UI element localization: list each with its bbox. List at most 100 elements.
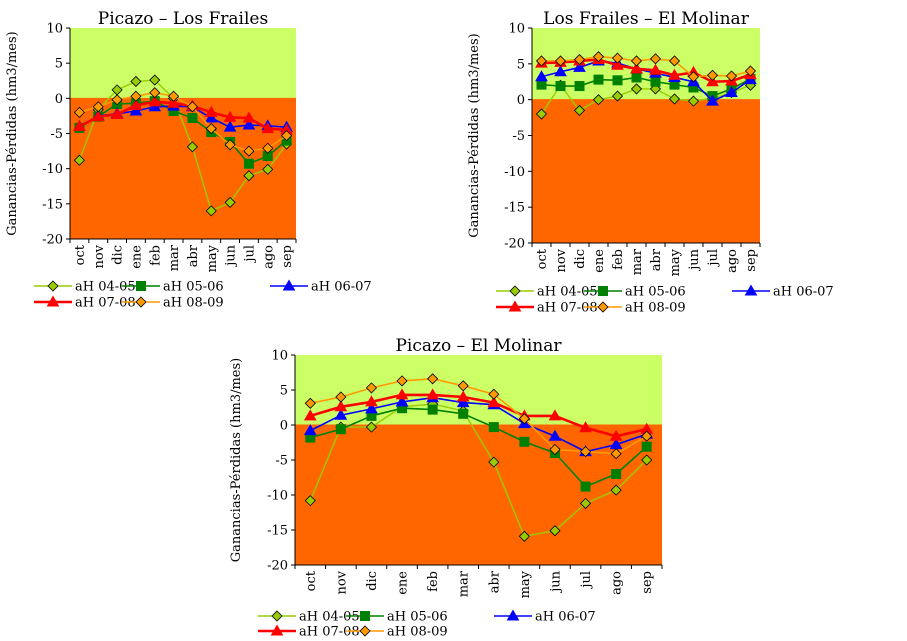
y-tick-label: 0 — [517, 93, 525, 108]
data-point — [706, 94, 719, 106]
data-point — [365, 402, 378, 414]
data-point — [426, 388, 439, 400]
data-point — [204, 111, 218, 123]
data-point — [488, 388, 500, 400]
data-point — [649, 53, 662, 65]
y-tick-label: 0 — [280, 419, 288, 434]
data-point — [149, 87, 161, 99]
y-tick-label: -10 — [267, 489, 288, 504]
x-tick-label: may — [205, 244, 220, 272]
data-point — [130, 75, 142, 88]
series-line-ah-05-06 — [310, 407, 648, 488]
y-tick-label: -20 — [267, 559, 288, 574]
legend-entry: aH 07-08 — [34, 296, 136, 311]
data-point — [535, 55, 548, 67]
x-tick-label: ene — [129, 245, 144, 269]
x-tick-label: mar — [457, 570, 472, 597]
data-point — [396, 375, 408, 387]
chart-title: Picazo – El Molinar — [395, 336, 562, 356]
legend-marker — [136, 281, 146, 291]
x-tick-label: dic — [111, 245, 126, 265]
data-point — [641, 454, 653, 466]
legend-entry: aH 06-07 — [732, 285, 834, 300]
data-point — [650, 76, 661, 87]
data-point — [242, 111, 256, 123]
data-point — [395, 388, 409, 400]
data-point — [243, 158, 254, 169]
data-point — [224, 139, 236, 151]
data-point — [456, 396, 470, 408]
x-tick-label: jun — [224, 244, 239, 267]
legend-entry: aH 08-09 — [346, 625, 448, 640]
data-point — [456, 390, 470, 402]
data-point — [725, 70, 738, 82]
series-line-ah-06-07 — [309, 396, 647, 453]
legend-marker — [271, 610, 283, 622]
x-tick-label: nov — [554, 248, 569, 272]
y-tick-label: -5 — [275, 454, 288, 469]
y-tick-label: 10 — [508, 22, 525, 37]
data-point — [262, 163, 274, 175]
data-point — [187, 113, 198, 124]
data-point — [73, 119, 86, 131]
data-point — [611, 52, 624, 64]
data-point — [549, 443, 561, 456]
data-point — [535, 70, 548, 82]
data-point — [706, 69, 719, 81]
y-tick-label: -15 — [504, 201, 525, 216]
x-tick-label: feb — [148, 245, 163, 266]
data-point — [668, 55, 681, 67]
data-point — [579, 421, 592, 433]
x-tick-label: jun — [548, 570, 563, 593]
data-point — [574, 81, 585, 92]
legend-marker — [135, 296, 147, 308]
data-point — [111, 94, 123, 106]
data-point — [304, 495, 316, 507]
data-point — [73, 106, 85, 118]
x-tick-label: may — [518, 570, 533, 598]
data-point — [536, 79, 547, 90]
chart-title: Picazo – Los Frailes — [98, 9, 268, 29]
data-point — [129, 98, 143, 110]
data-point — [609, 429, 623, 441]
legend-label: aH 05-06 — [625, 285, 686, 300]
data-point — [281, 130, 293, 142]
x-tick-label: mar — [167, 244, 182, 271]
data-point — [205, 205, 217, 217]
data-point — [223, 120, 237, 132]
loss-zone-band — [532, 99, 760, 244]
y-tick-label: 10 — [271, 349, 288, 364]
legend-marker — [597, 301, 609, 313]
data-point — [243, 145, 255, 157]
y-axis-label: Ganancias-Pérdidas (hm3/mes) — [229, 358, 244, 563]
data-point — [365, 382, 378, 394]
legend-marker — [744, 284, 758, 296]
y-tick-label: 5 — [280, 384, 288, 399]
data-point — [535, 108, 548, 120]
data-point — [548, 429, 562, 441]
x-tick-label: may — [668, 248, 683, 276]
data-point — [365, 421, 378, 433]
data-point — [242, 118, 256, 130]
data-point — [610, 484, 622, 496]
data-point — [458, 408, 469, 419]
data-point — [592, 51, 605, 63]
data-point — [149, 74, 161, 86]
x-tick-label: ene — [592, 249, 607, 273]
data-point — [611, 90, 624, 102]
x-tick-label: sep — [280, 245, 295, 268]
data-point — [548, 409, 562, 421]
data-point — [573, 60, 586, 72]
data-point — [744, 65, 757, 77]
data-point — [304, 397, 316, 409]
data-point — [579, 446, 592, 458]
gain-zone-band — [532, 28, 760, 100]
data-point — [73, 154, 85, 166]
x-tick-label: sep — [640, 571, 655, 594]
legend-marker — [282, 279, 296, 291]
x-tick-label: abr — [649, 248, 664, 271]
y-tick-label: -5 — [512, 129, 525, 144]
legend-marker — [359, 625, 371, 637]
y-tick-label: -20 — [42, 233, 63, 248]
